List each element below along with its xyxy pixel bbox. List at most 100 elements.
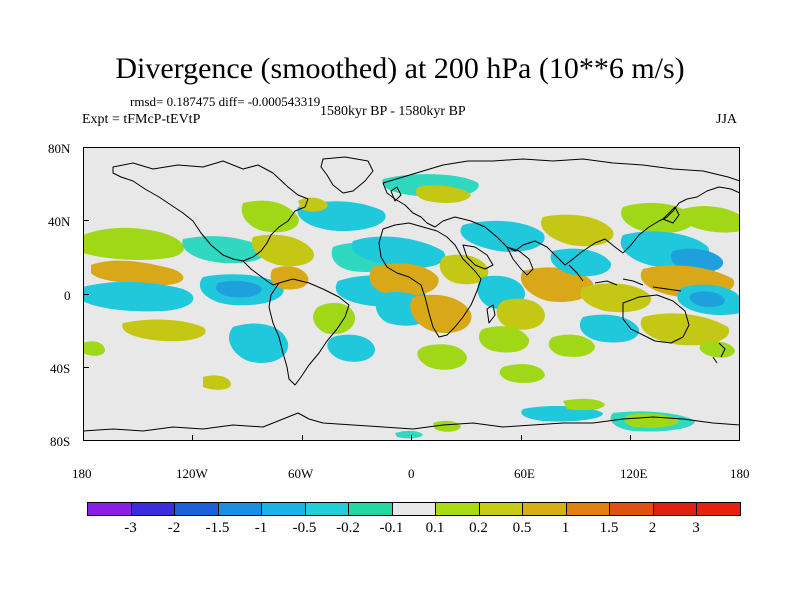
colorbar-swatch <box>435 502 480 516</box>
colorbar-swatch <box>304 502 349 516</box>
coastline-eurasia <box>382 158 740 266</box>
field-blob <box>550 248 612 277</box>
x-axis-label: 120E <box>620 466 648 481</box>
y-axis-label: 40N <box>48 214 71 229</box>
coastline-japan <box>662 206 680 224</box>
stats-text: rmsd= 0.187475 diff= -0.000543319 <box>130 94 321 109</box>
colorbar-swatch <box>261 502 306 516</box>
field-blob <box>548 334 595 357</box>
colorbar-swatch <box>217 502 262 516</box>
colorbar-label: 0.2 <box>469 520 488 536</box>
coastline-arabia <box>462 244 494 270</box>
colorbar-swatch <box>565 502 610 516</box>
field-blob <box>270 266 309 290</box>
coastline-se-asia <box>568 264 682 292</box>
chart-title: Divergence (smoothed) at 200 hPa (10**6 … <box>115 52 685 85</box>
colorbar-swatch <box>391 502 436 516</box>
field-blob <box>439 254 489 285</box>
field-blob <box>298 197 328 212</box>
colorbar-swatch <box>609 502 654 516</box>
field-blob <box>216 280 262 298</box>
season-label: JJA <box>716 112 738 127</box>
colorbar-swatch <box>652 502 697 516</box>
colorbar-swatch <box>522 502 567 516</box>
field-blob <box>433 420 461 432</box>
coastline-india <box>506 246 534 276</box>
field-blob <box>91 260 184 286</box>
colorbar-label: 0.5 <box>512 520 532 536</box>
field-blob <box>460 220 545 252</box>
field-blob <box>417 344 467 370</box>
field-blob <box>327 334 375 362</box>
period-label: 1580kyr BP - 1580kyr BP <box>320 104 466 119</box>
colorbar-swatch <box>478 502 523 516</box>
field-blob <box>520 267 594 303</box>
field-blob <box>624 413 679 428</box>
colorbar-label: -1 <box>254 520 268 536</box>
field-blob <box>689 291 725 308</box>
field-blob <box>83 281 194 312</box>
colorbar-label: -1.5 <box>205 520 230 536</box>
coastline-south-america <box>268 278 350 386</box>
x-axis-label: 180 <box>730 466 750 481</box>
colorbar-label: -0.5 <box>292 520 317 536</box>
colorbar-swatch <box>174 502 219 516</box>
field-blob <box>579 314 640 343</box>
colorbar-label: -0.1 <box>379 520 404 536</box>
y-axis-label: 80N <box>48 141 71 156</box>
coastline-greenland <box>320 156 374 194</box>
field-blob <box>241 200 299 233</box>
x-axis-label: 180 <box>72 466 92 481</box>
colorbar-label: 3 <box>692 520 700 536</box>
experiment-label: Expt = tFMcP-tEVtP <box>82 112 201 127</box>
colorbar-label: 0.1 <box>425 520 445 536</box>
colorbar-swatch <box>348 502 393 516</box>
field-blob <box>203 375 231 390</box>
field-blob <box>83 341 105 356</box>
field-blob <box>122 319 206 342</box>
map-ticks <box>83 147 631 441</box>
colorbar-label: -2 <box>167 520 181 536</box>
coastlines <box>83 156 740 432</box>
divergence-field <box>83 174 740 439</box>
x-axis-label: 60E <box>514 466 535 481</box>
coastline-australia <box>622 294 690 344</box>
coastline-antarctica <box>83 412 740 432</box>
coastline-central-america <box>242 260 280 286</box>
colorbar-label: -3 <box>124 520 137 536</box>
colorbar-swatch <box>130 502 175 516</box>
x-axis-label: 60W <box>288 466 314 481</box>
x-axis-label: 120W <box>176 466 208 481</box>
field-blob <box>640 313 730 346</box>
coastline-new-zealand <box>712 342 726 364</box>
y-axis-label: 80S <box>50 434 71 449</box>
colorbar-label: 1 <box>561 520 570 536</box>
y-axis-label: 0 <box>64 288 71 303</box>
field-blob <box>678 206 740 233</box>
colorbar-label: -0.2 <box>336 520 360 536</box>
field-blob <box>83 227 184 260</box>
x-axis-label: 0 <box>408 466 415 481</box>
field-blob <box>395 430 423 439</box>
field-blob <box>313 302 356 335</box>
field-blob <box>580 283 652 313</box>
field-blob <box>499 364 545 383</box>
colorbar-label: 2 <box>648 520 657 536</box>
field-blob <box>478 326 530 353</box>
colorbar-label: 1.5 <box>599 520 619 536</box>
field-blob <box>228 323 289 363</box>
coastline-north-america <box>112 160 309 262</box>
coastline-uk <box>390 186 402 202</box>
colorbar-swatch <box>696 502 741 516</box>
field-blob <box>351 236 446 269</box>
field-blob <box>369 263 439 297</box>
field-blob <box>541 214 614 247</box>
field-blob <box>496 298 545 330</box>
coastline-africa <box>378 222 482 338</box>
colorbar-swatch <box>87 502 132 516</box>
coastline-madagascar <box>486 304 496 324</box>
field-blob <box>182 236 266 264</box>
divergence-map <box>83 147 740 441</box>
field-blob <box>699 341 735 358</box>
y-axis-label: 40S <box>50 361 71 376</box>
